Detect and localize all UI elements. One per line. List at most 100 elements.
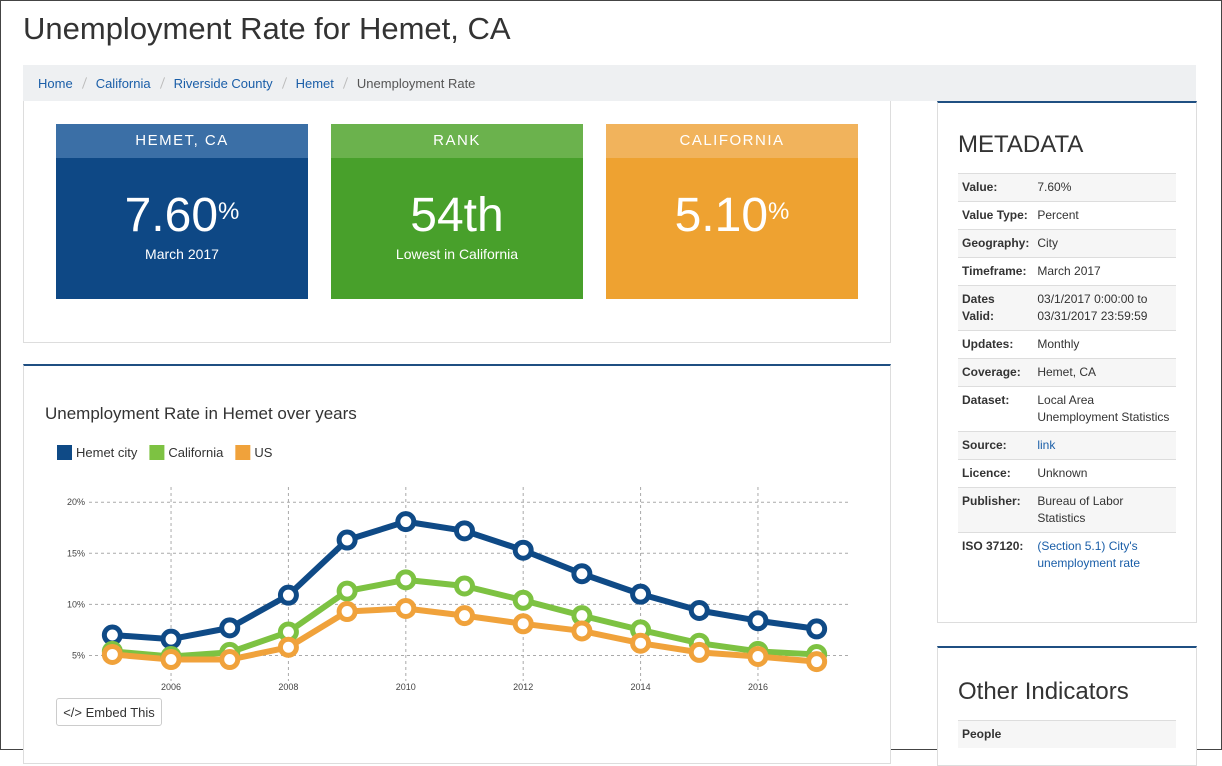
stat-card-subtitle: Lowest in California — [395, 246, 519, 262]
stat-card-unit: % — [768, 198, 790, 225]
stat-card-value-box: 54th — [331, 188, 583, 244]
data-point — [512, 589, 534, 611]
data-point — [336, 580, 358, 602]
breadcrumb-separator — [342, 77, 348, 89]
metadata-label: Dates Valid: — [958, 285, 1034, 331]
metadata-value: City — [1033, 229, 1176, 258]
metadata-label: Publisher: — [958, 487, 1034, 533]
metadata-row: Source: link — [958, 431, 1176, 460]
data-point — [512, 613, 534, 635]
data-point — [688, 641, 710, 663]
breadcrumb-item[interactable]: Home — [38, 75, 73, 91]
data-point — [395, 597, 417, 619]
metadata-row: Dates Valid: 03/1/2017 0:00:00 to 03/31/2… — [958, 285, 1176, 331]
data-point — [101, 643, 123, 665]
chart: Unemployment Rate in Hemet over years Hem… — [45, 404, 850, 692]
data-point — [747, 645, 769, 667]
data-point — [101, 624, 123, 646]
stat-card-value-box: 5.10% — [606, 188, 858, 244]
x-tick-label: 2012 — [513, 682, 533, 692]
legend-swatch — [235, 445, 251, 460]
data-point — [395, 511, 417, 533]
stat-card-header: HEMET, CA — [56, 124, 308, 158]
x-tick-label: 2008 — [278, 682, 298, 692]
metadata-link[interactable]: link — [1037, 438, 1056, 452]
metadata-table: Value: 7.60% Value Type: Percent Geography: C… — [958, 173, 1176, 577]
data-point — [336, 529, 358, 551]
metadata-value: 03/1/2017 0:00:00 to 03/31/2017 23:59:59 — [1033, 285, 1176, 331]
metadata-label: Updates: — [958, 330, 1034, 359]
metadata-row: Publisher: Bureau of Labor Statistics — [958, 487, 1176, 533]
metadata-label: Coverage: — [958, 358, 1034, 387]
breadcrumb-item: Unemployment Rate — [356, 75, 476, 91]
stat-card-value: 5.10 — [674, 189, 769, 242]
stat-card: CALIFORNIA 5.10% — [606, 124, 858, 299]
data-point — [630, 632, 652, 654]
stat-card: RANK 54th Lowest in California — [331, 124, 583, 299]
data-point — [395, 569, 417, 591]
embed-button[interactable]: </> Embed This — [56, 698, 162, 726]
legend-swatch — [149, 445, 165, 460]
x-tick-label: 2006 — [161, 682, 181, 692]
y-tick-label: 10% — [67, 599, 85, 609]
data-point — [747, 610, 769, 632]
breadcrumb-separator — [81, 77, 87, 89]
data-point — [336, 601, 358, 623]
metadata-value: Monthly — [1033, 330, 1176, 359]
x-tick-label: 2014 — [631, 682, 651, 692]
metadata-value: March 2017 — [1033, 257, 1176, 286]
data-point — [454, 575, 475, 597]
metadata-value: Local Area Unemployment Statistics — [1033, 386, 1176, 432]
metadata-link[interactable]: (Section 5.1) City's unemployment rate — [1037, 539, 1141, 570]
breadcrumb-item[interactable]: Hemet — [295, 75, 334, 91]
metadata-value: Hemet, CA — [1033, 358, 1176, 387]
x-tick-label: 2010 — [396, 682, 416, 692]
data-point — [219, 649, 241, 671]
metadata-label: Source: — [958, 431, 1034, 460]
data-point — [806, 651, 828, 673]
data-point — [571, 620, 593, 642]
metadata-value-cell: (Section 5.1) City's unemployment rate — [1033, 532, 1176, 577]
summary-panel: HEMET, CA 7.60% March 2017 RANK 54th Lowest i… — [23, 101, 891, 343]
y-tick-label: 5% — [72, 650, 85, 660]
metadata-row: Timeframe: March 2017 — [958, 257, 1176, 286]
metadata-value: Unknown — [1033, 459, 1176, 488]
data-point — [630, 583, 652, 605]
other-indicators-panel: Other Indicators People — [937, 646, 1197, 766]
metadata-label: Timeframe: — [958, 257, 1034, 286]
stat-card-value-box: 7.60% — [56, 188, 308, 244]
breadcrumb-separator — [159, 77, 165, 89]
data-point — [219, 617, 241, 639]
data-point — [160, 628, 182, 650]
metadata-row: Coverage: Hemet, CA — [958, 358, 1176, 387]
legend-label: US — [254, 445, 272, 460]
metadata-row: ISO 37120: (Section 5.1) City's unemploym… — [958, 532, 1176, 577]
stat-card-value: 7.60 — [124, 189, 219, 242]
breadcrumb-item[interactable]: Riverside County — [173, 75, 273, 91]
metadata-row: Updates: Monthly — [958, 330, 1176, 359]
stat-card: HEMET, CA 7.60% March 2017 — [56, 124, 308, 299]
legend-swatch — [57, 445, 72, 460]
metadata-row: Geography: City — [958, 229, 1176, 258]
indicator-label: People — [958, 720, 1176, 748]
data-point — [512, 539, 534, 561]
stat-card-subtitle: March 2017 — [145, 246, 219, 262]
y-tick-label: 20% — [67, 497, 85, 507]
data-point — [454, 605, 475, 627]
chart-title: Unemployment Rate in Hemet over years — [45, 404, 357, 423]
metadata-label: Value: — [958, 173, 1034, 202]
metadata-label: Geography: — [958, 229, 1034, 258]
metadata-row: Dataset: Local Area Unemployment Statisti… — [958, 386, 1176, 432]
metadata-panel: METADATA Value: 7.60% Value Type: Percent Ge… — [937, 101, 1197, 623]
stat-card-header: CALIFORNIA — [606, 124, 858, 158]
breadcrumb-item[interactable]: California — [95, 75, 151, 91]
data-point — [806, 618, 828, 640]
metadata-title: METADATA — [958, 131, 1084, 158]
metadata-label: Licence: — [958, 459, 1034, 488]
data-point — [277, 584, 299, 606]
metadata-label: ISO 37120: — [958, 532, 1034, 577]
breadcrumb-separator — [281, 77, 287, 89]
metadata-value: 7.60% — [1033, 173, 1176, 202]
stat-card-value: 54th — [410, 189, 504, 242]
